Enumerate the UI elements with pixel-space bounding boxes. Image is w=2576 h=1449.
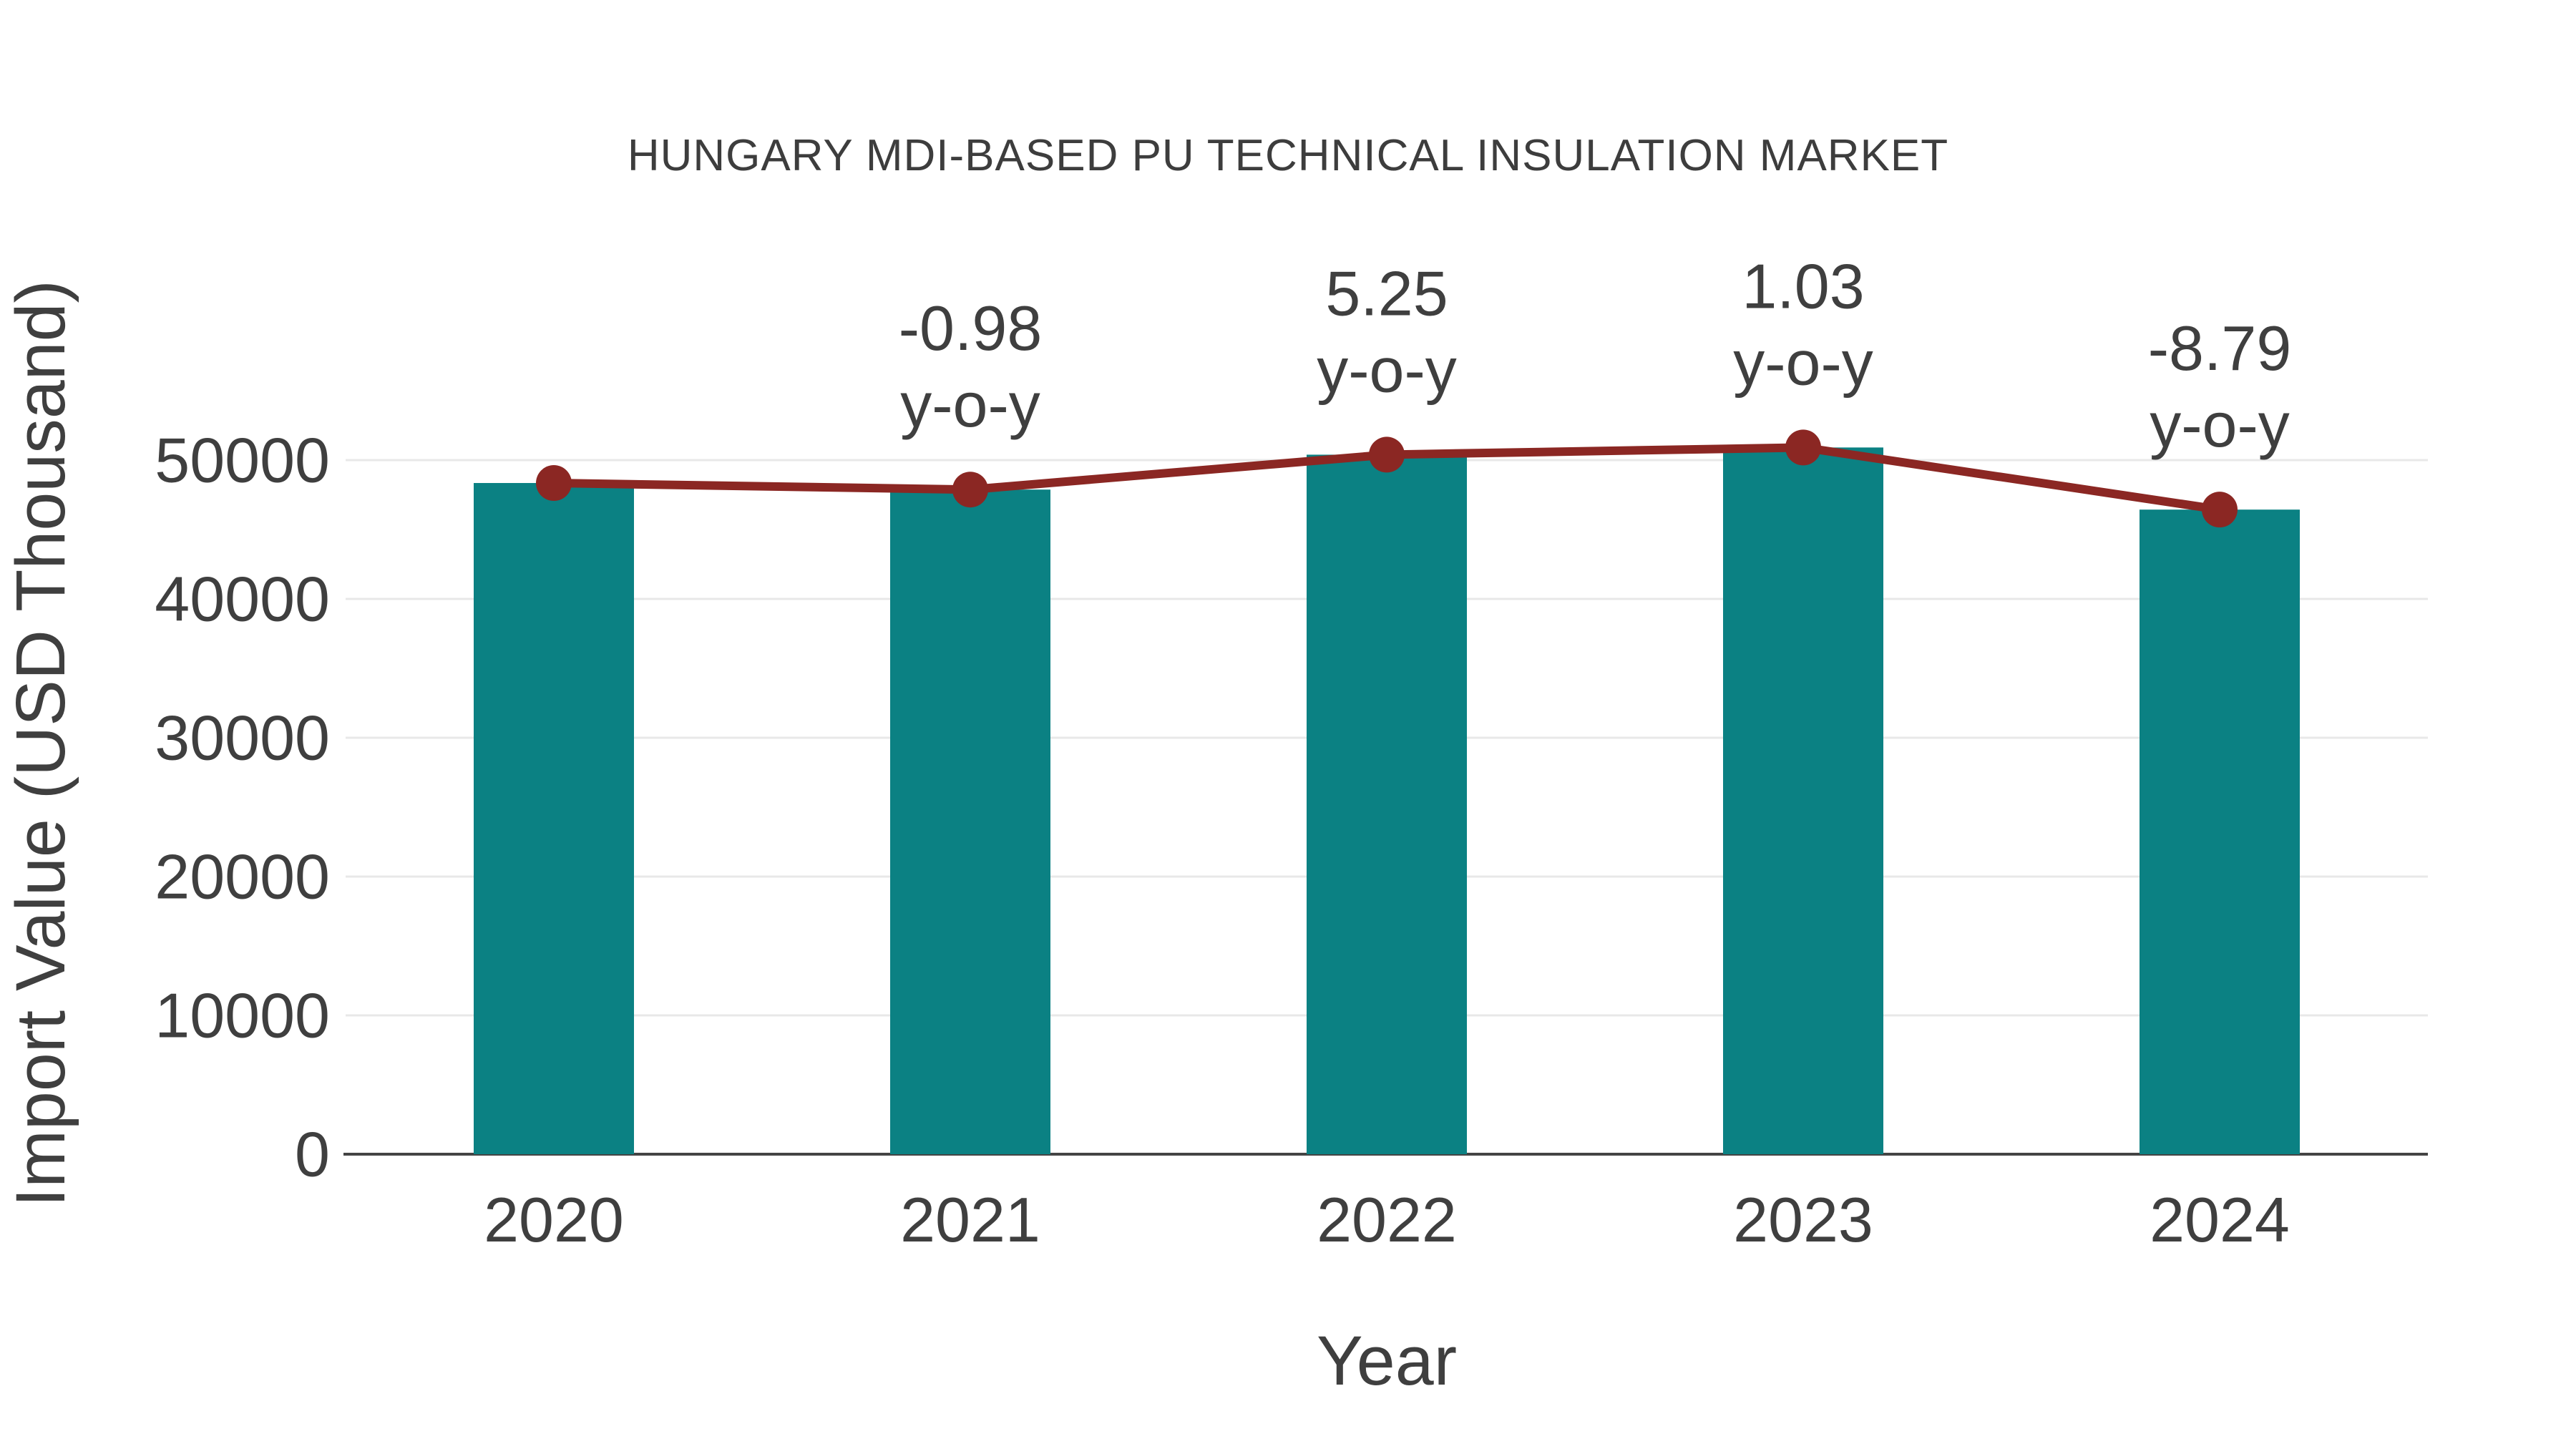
- chart-title: HUNGARY MDI-BASED PU TECHNICAL INSULATIO…: [628, 131, 1948, 180]
- annotation-2023-label: y-o-y: [1733, 327, 1873, 398]
- bar-2020: [474, 483, 634, 1154]
- y-tick-0: 0: [295, 1119, 330, 1190]
- annotation-2022-label: y-o-y: [1317, 334, 1457, 405]
- annotations-group: -0.98y-o-y5.25y-o-y1.03y-o-y -8.79y-o-y: [899, 250, 2292, 460]
- x-tick-2021: 2021: [900, 1184, 1040, 1255]
- x-axis-title: Year: [1317, 1322, 1457, 1400]
- annotation-2024-value: -8.79: [2148, 313, 2292, 384]
- trend-marker-2023: [1785, 429, 1821, 466]
- trend-marker-2022: [1369, 436, 1405, 473]
- y-tick-40000: 40000: [155, 564, 330, 635]
- y-tick-10000: 10000: [155, 980, 330, 1051]
- annotation-2021-value: -0.98: [899, 293, 1043, 364]
- trend-marker-2021: [952, 472, 988, 508]
- y-tick-20000: 20000: [155, 841, 330, 912]
- y-axis-title: Import Value (USD Thousand): [1, 280, 79, 1207]
- y-tick-labels-group: 0 10000 20000 30000 40000 50000: [155, 425, 330, 1190]
- annotation-2023-value: 1.03: [1742, 250, 1864, 321]
- bar-2022: [1307, 454, 1467, 1154]
- bar-2021: [890, 489, 1050, 1154]
- x-tick-2024: 2024: [2150, 1184, 2290, 1255]
- trend-line-group: [536, 429, 2238, 528]
- bars-group: [474, 447, 2300, 1154]
- annotation-2022-value: 5.25: [1325, 258, 1448, 328]
- trend-marker-2020: [536, 465, 572, 502]
- y-tick-30000: 30000: [155, 703, 330, 774]
- annotation-2021-label: y-o-y: [900, 369, 1040, 440]
- bar-2023: [1723, 447, 1883, 1154]
- x-tick-2023: 2023: [1733, 1184, 1873, 1255]
- x-tick-2022: 2022: [1317, 1184, 1457, 1255]
- x-tick-2020: 2020: [484, 1184, 624, 1255]
- bar-2024: [2140, 509, 2300, 1154]
- trend-marker-2024: [2202, 492, 2238, 528]
- y-tick-50000: 50000: [155, 425, 330, 496]
- x-tick-labels-group: 2020 2021 2022 2023 2024: [484, 1184, 2290, 1255]
- annotation-2024-label: y-o-y: [2150, 389, 2290, 460]
